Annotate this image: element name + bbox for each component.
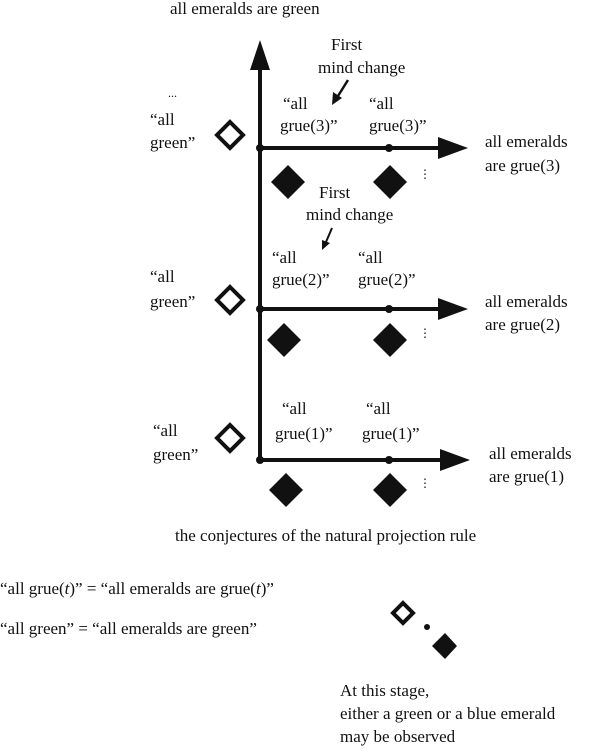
filled-diamond-icon [373,165,407,199]
arrowhead-up-icon [250,40,270,70]
conjecture-label: “all grue(3)” [280,94,338,135]
mind-change-label: First mind change [318,35,405,77]
target-label: all emeralds are grue(1) [489,444,572,486]
conjecture-label: “all grue(2)” [272,248,330,289]
conjecture-label: “all grue(1)” [275,399,333,443]
stage-note: At this stage, either a green or a blue e… [340,681,556,746]
legend-grue-definition: “all grue(t)” = “all emeralds are grue(t… [0,579,274,598]
filled-diamond-icon [271,165,305,199]
node-dot [385,305,393,313]
left-label: “all green” [150,267,195,311]
vertical-axis [250,40,270,462]
vdots: ⋮ [419,167,431,181]
arrow-pointer-icon [322,240,330,250]
node-dot [385,456,393,464]
node-dot [256,144,264,152]
vdots: ⋮ [419,326,431,340]
diagram-title: all emeralds are green [170,0,320,18]
arrow-pointer-icon [332,92,342,105]
filled-diamond-icon [373,473,407,507]
left-label: “all green” [150,110,195,152]
open-diamond-icon [214,284,246,316]
filled-diamond-icon [267,323,301,357]
conjecture-label: “all grue(2)” [358,248,416,289]
node-dot [256,456,264,464]
row-grue-3: “all green” “all grue(3)” “all grue(3)” Fir… [150,35,568,199]
arrowhead-right-icon [438,137,468,159]
row-grue-1: “all green” “all grue(1)” “all grue(1)” all… [153,399,572,507]
legend-green-definition: “all green” = “all emeralds are green” [0,619,257,638]
conjecture-label: “all grue(1)” [362,399,420,443]
ellipsis: ... [168,86,177,100]
open-diamond-icon [214,422,246,454]
node-dot [256,305,264,313]
filled-diamond-icon [269,473,303,507]
target-label: all emeralds are grue(3) [485,132,568,175]
left-label: “all green” [153,421,198,464]
filled-diamond-icon [373,323,407,357]
diagram-caption: the conjectures of the natural projectio… [175,526,476,545]
open-diamond-icon [214,119,246,151]
arrowhead-right-icon [440,449,470,471]
target-label: all emeralds are grue(2) [485,292,568,334]
filled-diamond-icon [432,633,457,659]
node-dot [424,624,430,630]
node-dot [385,144,393,152]
legend: “all grue(t)” = “all emeralds are grue(t… [0,579,556,746]
open-diamond-icon [390,600,416,626]
conjecture-label: “all grue(3)” [369,94,427,135]
row-grue-2: “all green” “all grue(2)” “all grue(2)” Fir… [150,183,568,357]
mind-change-label: First mind change [306,183,393,224]
vdots: ⋮ [419,476,431,490]
arrowhead-right-icon [438,298,468,320]
